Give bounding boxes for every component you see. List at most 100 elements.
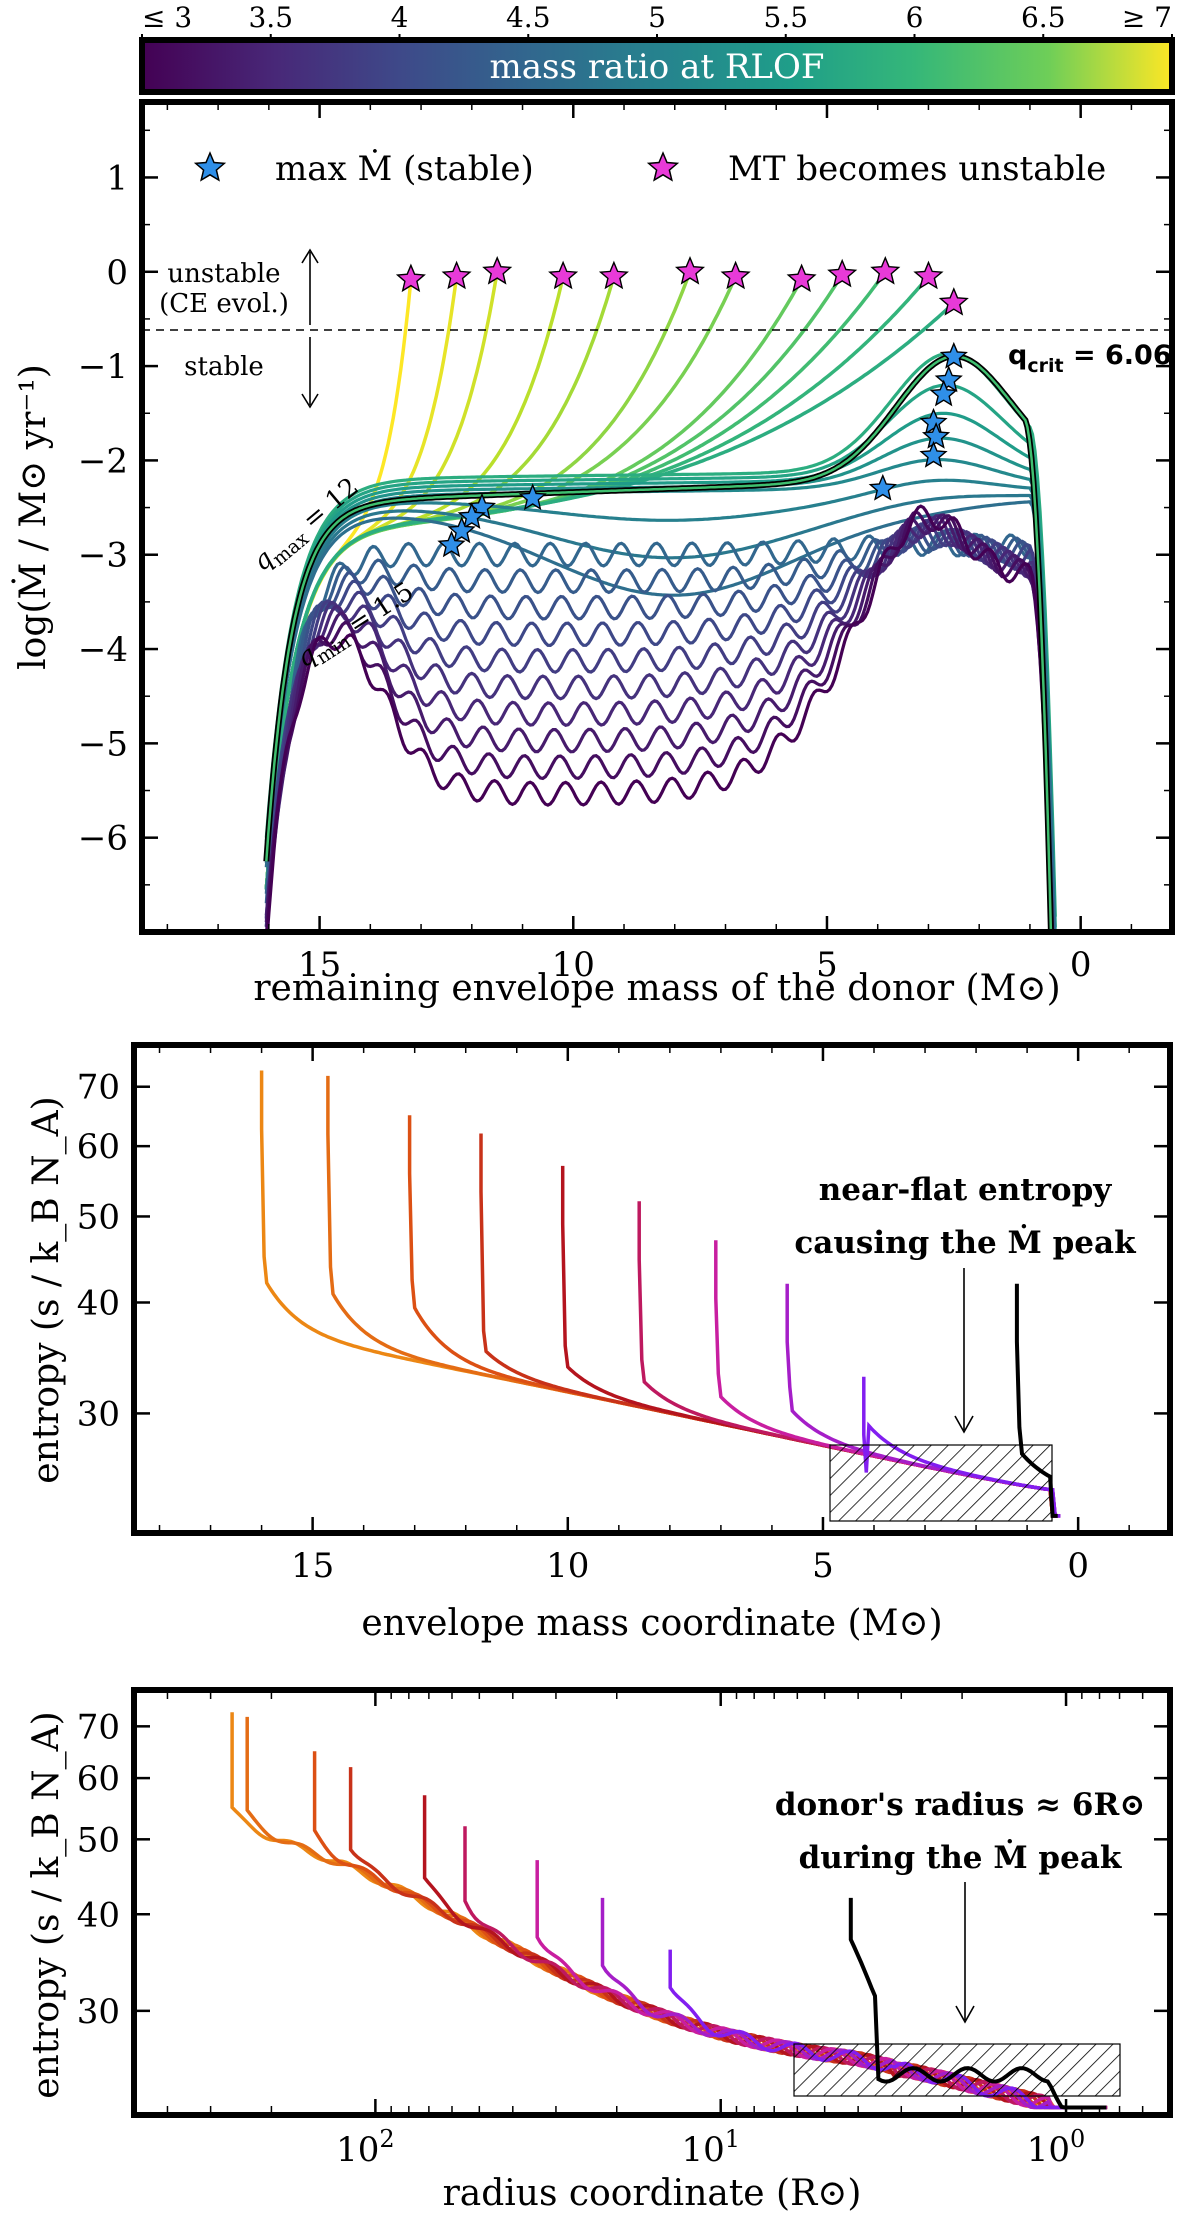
legend-star-stable <box>193 151 227 182</box>
ce-label: (CE evol.) <box>159 289 289 319</box>
qcrit-label: qcrit = 6.06 <box>1008 340 1172 377</box>
unstable-marker <box>938 287 969 316</box>
entropy-mass-ytick-label: 50 <box>77 1197 120 1237</box>
mdot-ytick-label: −4 <box>78 630 128 670</box>
unstable-marker <box>441 260 472 290</box>
qcrit-track <box>265 355 1053 932</box>
stable-track <box>264 478 1057 932</box>
colorbar-tick-label: 5.5 <box>763 1 808 34</box>
stability-annotation: unstable (CE evol.) stable <box>159 248 319 409</box>
entropy-mass-xtick-label: 10 <box>546 1546 589 1586</box>
entropy-radius-ylabel: entropy (s / k_B N_A) <box>26 1711 67 2098</box>
entropy-radius-ytick-label: 70 <box>77 1707 120 1747</box>
mdot-ytick-label: 1 <box>106 158 128 198</box>
stable-peak-marker <box>921 421 951 449</box>
unstable-marker <box>395 263 426 293</box>
colorbar-tick-label: 3.5 <box>248 1 293 34</box>
stable-track <box>264 531 1055 932</box>
stable-peak-marker <box>868 473 897 501</box>
mdot-ytick-label: 0 <box>106 253 128 293</box>
entropy-mass-ylabel: entropy (s / k_B N_A) <box>26 1096 67 1483</box>
entropy-mass-ytick-label: 40 <box>77 1283 120 1323</box>
unstable-label: unstable <box>167 259 280 289</box>
colorbar: mass ratio at RLOF ≤ 3 3.5 4 4.5 5 5.5 6 6.5 ≥ 7 <box>139 1 1175 95</box>
colorbar-tick-label: 6.5 <box>1021 1 1066 34</box>
mdot-xtick-label: 5 <box>816 945 838 985</box>
unstable-markers <box>395 255 969 316</box>
panel-mdot: 15 10 5 010−1−2−3−4−5−6 max Ṁ (stable) MT b… <box>12 99 1175 1009</box>
mdot-ytick-label: −3 <box>78 536 128 576</box>
stable-peak-markers <box>437 341 968 558</box>
stable-track <box>264 514 1055 932</box>
mdot-xtick-label: 10 <box>552 945 595 985</box>
stable-peak-marker <box>929 379 958 407</box>
stable-track <box>264 500 1056 932</box>
colorbar-tick-label: 4.5 <box>506 1 551 34</box>
colorbar-tick-label: ≥ 7 <box>1122 1 1172 34</box>
entropy-radius-ytick-label: 30 <box>77 1992 120 2032</box>
entropy-mass-xtick-label: 15 <box>291 1546 334 1586</box>
entropy-radius-xtick-label: 102 <box>336 2125 395 2170</box>
hatched-region-donor-radius <box>793 2043 1121 2097</box>
stable-peak-marker <box>437 530 466 558</box>
entropy-radius-xtick-label: 101 <box>681 2125 740 2170</box>
stable-peak-marker <box>939 341 968 369</box>
stable-track <box>264 383 1057 928</box>
mdot-ylabel: log(Ṁ / M⊙ yr⁻¹) <box>12 364 54 670</box>
colorbar-tick-label: 6 <box>906 1 924 34</box>
unstable-marker <box>786 263 817 293</box>
radius-note-line2: during the Ṁ peak <box>799 1838 1123 1876</box>
entropy-radius-xtick-label: 100 <box>1027 2125 1086 2170</box>
unstable-marker <box>870 255 901 285</box>
panel-mdot-axes: 15 10 5 010−1−2−3−4−5−6 <box>78 102 1172 985</box>
panel-mdot-frame <box>139 99 1175 935</box>
stable-peak-marker <box>457 502 486 529</box>
stable-track <box>264 513 1055 932</box>
unstable-track <box>264 275 930 890</box>
panel-entropy-mass-frame <box>131 1042 1173 1536</box>
entropy-mass-xtick-label: 0 <box>1067 1546 1089 1586</box>
colorbar-tick-label: 5 <box>648 1 666 34</box>
unstable-marker <box>482 255 513 285</box>
colorbar-ticks: ≤ 3 3.5 4 4.5 5 5.5 6 6.5 ≥ 7 <box>141 1 1173 40</box>
unstable-marker <box>913 260 944 290</box>
legend-star-unstable <box>646 151 680 182</box>
mdot-xtick-label: 0 <box>1070 945 1092 985</box>
unstable-marker <box>720 260 751 290</box>
entropy-radius-ytick-label: 40 <box>77 1895 120 1935</box>
entropy-mass-xtick-label: 5 <box>812 1546 834 1586</box>
stable-track <box>264 510 1055 932</box>
entropy-mass-xlabel: envelope mass coordinate (M⊙) <box>361 1603 942 1644</box>
stable-peak-marker <box>919 440 948 468</box>
mdot-xtick-label: 15 <box>298 945 341 985</box>
stable-track <box>264 529 1055 932</box>
stable-track <box>265 504 1054 932</box>
unstable-marker <box>598 260 629 290</box>
entropy-mass-ytick-label: 60 <box>77 1127 120 1167</box>
entropy-radius-ytick-label: 50 <box>77 1820 120 1860</box>
entropy-radius-xlabel: radius coordinate (R⊙) <box>443 2173 862 2214</box>
stable-track <box>264 351 1057 917</box>
entropy-mass-ytick-label: 70 <box>77 1068 120 1108</box>
unstable-track <box>264 301 956 890</box>
stable-peak-marker <box>447 516 476 544</box>
colorbar-tick-label: ≤ 3 <box>142 1 192 34</box>
unstable-marker <box>548 260 579 290</box>
mdot-ytick-label: −5 <box>78 724 128 764</box>
mdot-ytick-label: −6 <box>78 819 128 859</box>
colorbar-tick-label: 4 <box>391 1 409 34</box>
stable-label: stable <box>184 352 264 382</box>
entropy-mass-ytick-label: 30 <box>77 1394 120 1434</box>
unstable-marker <box>827 258 858 288</box>
hatched-region-flat-entropy <box>829 1444 1053 1522</box>
legend-label-stable: max Ṁ (stable) <box>275 149 534 189</box>
stable-track <box>264 411 1057 932</box>
panel-entropy-radius-frame <box>131 1687 1173 2118</box>
radius-note-line1: donor's radius ≈ 6R⊙ <box>775 1787 1145 1823</box>
panel-entropy-radius-axes: 102 101 100 30 40 50 60 70 <box>77 1690 1171 2170</box>
colorbar-gradient <box>139 37 1175 95</box>
entropy-radius-ytick-label: 60 <box>77 1759 120 1799</box>
